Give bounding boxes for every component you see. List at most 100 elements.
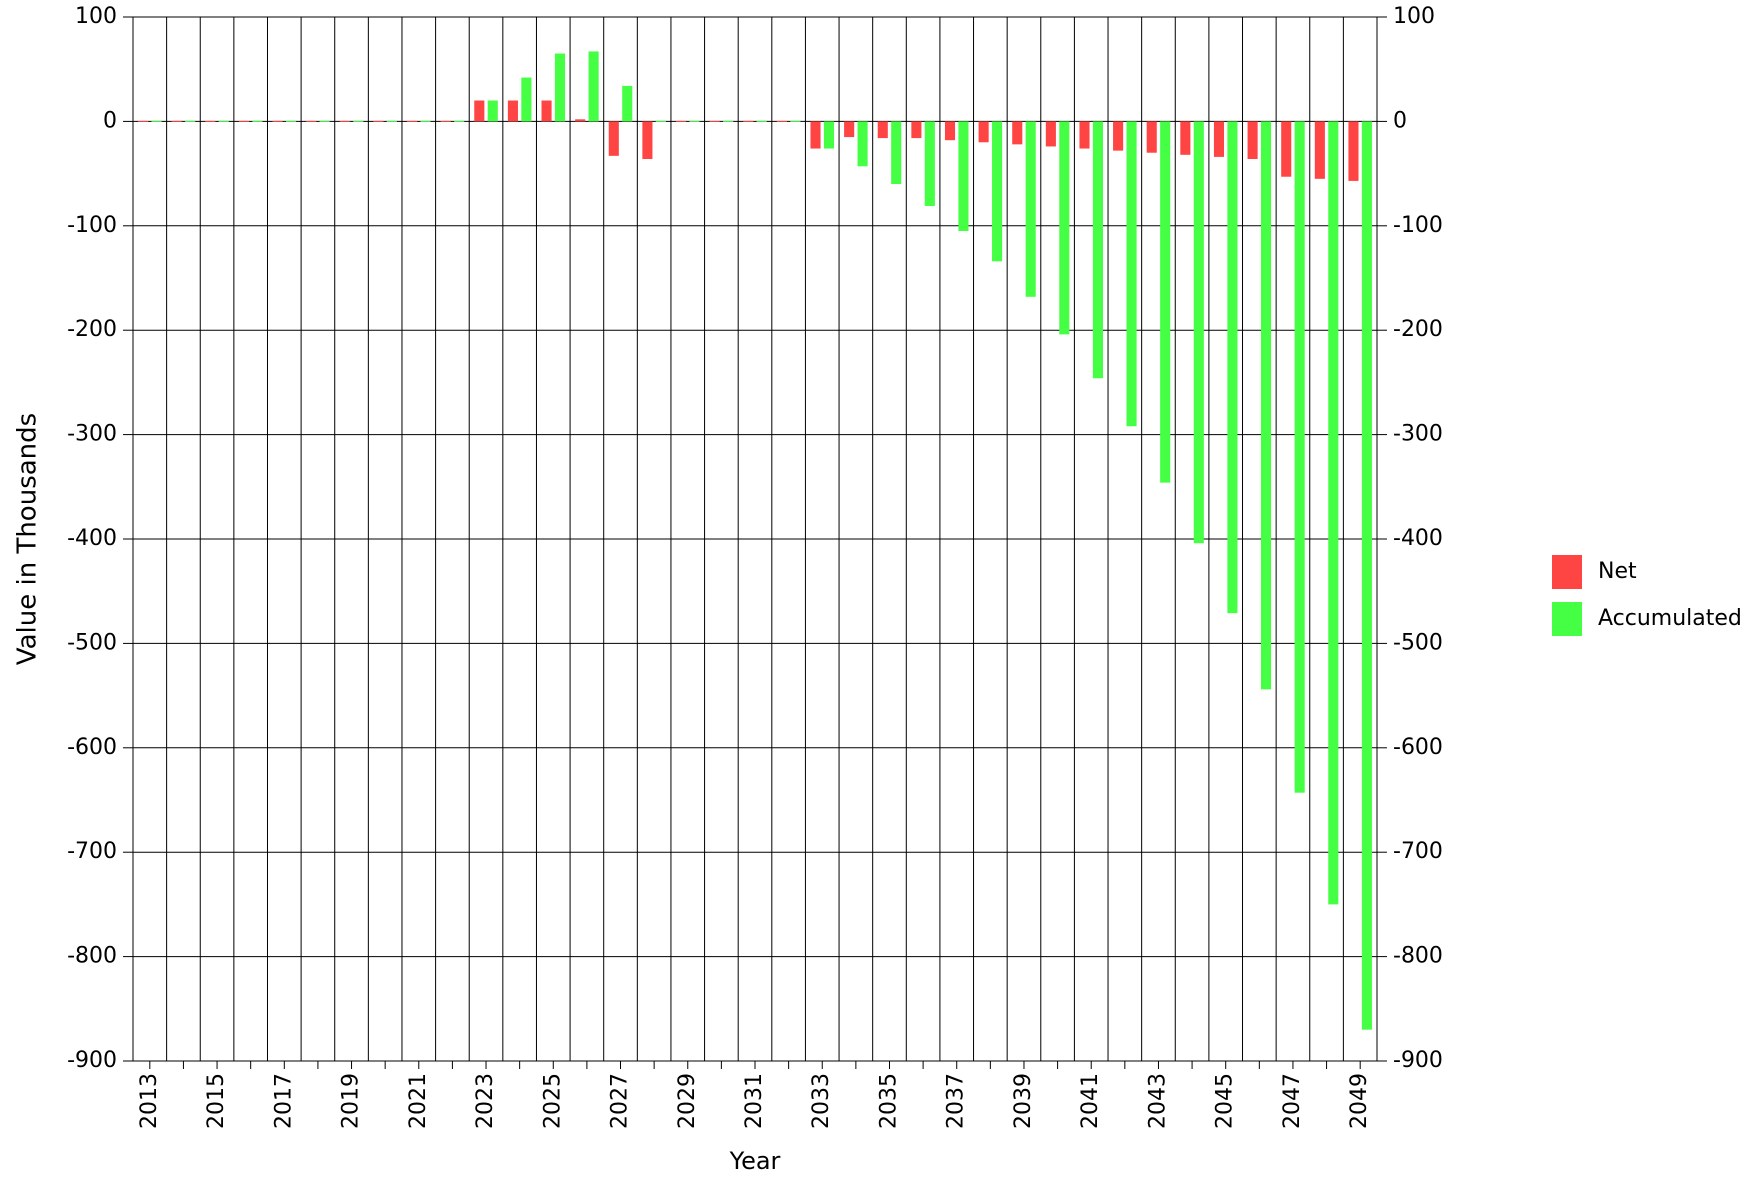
bar <box>185 120 196 122</box>
y-axis-label: Value in Thousands <box>13 413 43 665</box>
x-tick-label: 2031 <box>742 1073 767 1129</box>
bar <box>487 100 498 122</box>
bar <box>723 120 734 122</box>
bar <box>911 121 922 139</box>
y-tick-label: -800 <box>67 944 117 969</box>
bar <box>575 119 586 122</box>
bar <box>151 120 162 122</box>
y2-tick-label: -600 <box>1393 735 1443 760</box>
bar <box>1328 121 1339 905</box>
bar <box>507 100 518 122</box>
bar <box>608 121 619 156</box>
bar <box>420 120 431 122</box>
bar <box>252 120 263 122</box>
bar <box>386 120 397 122</box>
y2-tick-label: -900 <box>1393 1048 1443 1073</box>
bar <box>353 120 364 122</box>
bar <box>319 120 330 122</box>
bar <box>675 120 687 122</box>
y2-tick-label: -800 <box>1393 944 1443 969</box>
bar <box>306 120 317 122</box>
x-tick-label: 2027 <box>608 1073 633 1129</box>
x-axis-label: Year <box>729 1147 781 1175</box>
x-tick-label: 2017 <box>271 1073 296 1129</box>
y2-tick-label: -200 <box>1393 317 1443 342</box>
legend-swatch <box>1552 555 1582 589</box>
bar <box>454 120 465 122</box>
y-tick-label: -700 <box>67 839 117 864</box>
bar <box>1227 121 1238 614</box>
y-tick-label: 0 <box>103 108 117 133</box>
bar <box>1348 121 1359 181</box>
x-tick-label: 2047 <box>1280 1073 1305 1129</box>
bar <box>924 121 935 206</box>
bar <box>138 120 149 122</box>
bar <box>1160 121 1171 483</box>
y-tick-label: -300 <box>67 422 117 447</box>
y-tick-label: -400 <box>67 526 117 551</box>
bar <box>844 121 855 138</box>
x-tick-label: 2015 <box>204 1073 229 1129</box>
bar <box>1126 121 1137 427</box>
x-tick-label: 2041 <box>1078 1073 1103 1129</box>
bar <box>756 120 767 122</box>
bar <box>1113 121 1124 151</box>
bar <box>171 120 182 122</box>
bar <box>1213 121 1225 157</box>
bar <box>776 120 787 122</box>
y2-tick-label: -100 <box>1393 213 1443 238</box>
bar <box>440 120 451 122</box>
bar <box>992 121 1003 262</box>
bar <box>709 120 720 122</box>
bar <box>1247 121 1258 159</box>
bar <box>238 120 249 122</box>
bar <box>1314 121 1325 179</box>
bar <box>218 120 229 122</box>
bar <box>1294 121 1305 793</box>
y-tick-label: -100 <box>67 213 117 238</box>
x-tick-label: 2043 <box>1145 1073 1170 1129</box>
bar <box>1045 121 1056 147</box>
x-tick-label: 2045 <box>1213 1073 1238 1129</box>
x-tick-label: 2049 <box>1347 1073 1372 1129</box>
x-tick-label: 2033 <box>809 1073 834 1129</box>
bar <box>944 121 956 141</box>
bar <box>554 53 566 122</box>
bar <box>541 100 552 122</box>
x-tick-label: 2037 <box>944 1073 969 1129</box>
bar <box>810 121 821 149</box>
y-tick-label: -600 <box>67 735 117 760</box>
bar <box>1025 121 1036 297</box>
x-tick-label: 2023 <box>473 1073 498 1129</box>
bar <box>407 120 418 122</box>
y2-tick-label: -700 <box>1393 839 1443 864</box>
y-tick-label: -200 <box>67 317 117 342</box>
y2-tick-label: -500 <box>1393 630 1443 655</box>
bar <box>373 120 384 122</box>
bar <box>1281 121 1292 177</box>
legend-label: Accumulated <box>1598 606 1742 631</box>
legend-label: Net <box>1598 559 1637 584</box>
bar <box>1261 121 1272 690</box>
bar <box>857 121 868 167</box>
x-tick-label: 2029 <box>675 1073 700 1129</box>
bar <box>339 120 350 122</box>
bar <box>285 120 297 122</box>
x-tick-label: 2039 <box>1011 1073 1036 1129</box>
bar <box>622 85 633 122</box>
legend-swatch <box>1552 602 1582 636</box>
x-tick-label: 2021 <box>406 1073 431 1129</box>
bar <box>891 121 902 185</box>
bar <box>958 121 969 232</box>
bar <box>823 121 835 149</box>
bar <box>1012 121 1023 145</box>
y-tick-label: -500 <box>67 630 117 655</box>
y-tick-label: 100 <box>75 4 117 29</box>
bar <box>1146 121 1157 153</box>
bar <box>1193 121 1204 544</box>
bar <box>588 51 599 122</box>
bar <box>474 100 485 122</box>
bar <box>1059 121 1070 335</box>
y-tick-label: -900 <box>67 1048 117 1073</box>
